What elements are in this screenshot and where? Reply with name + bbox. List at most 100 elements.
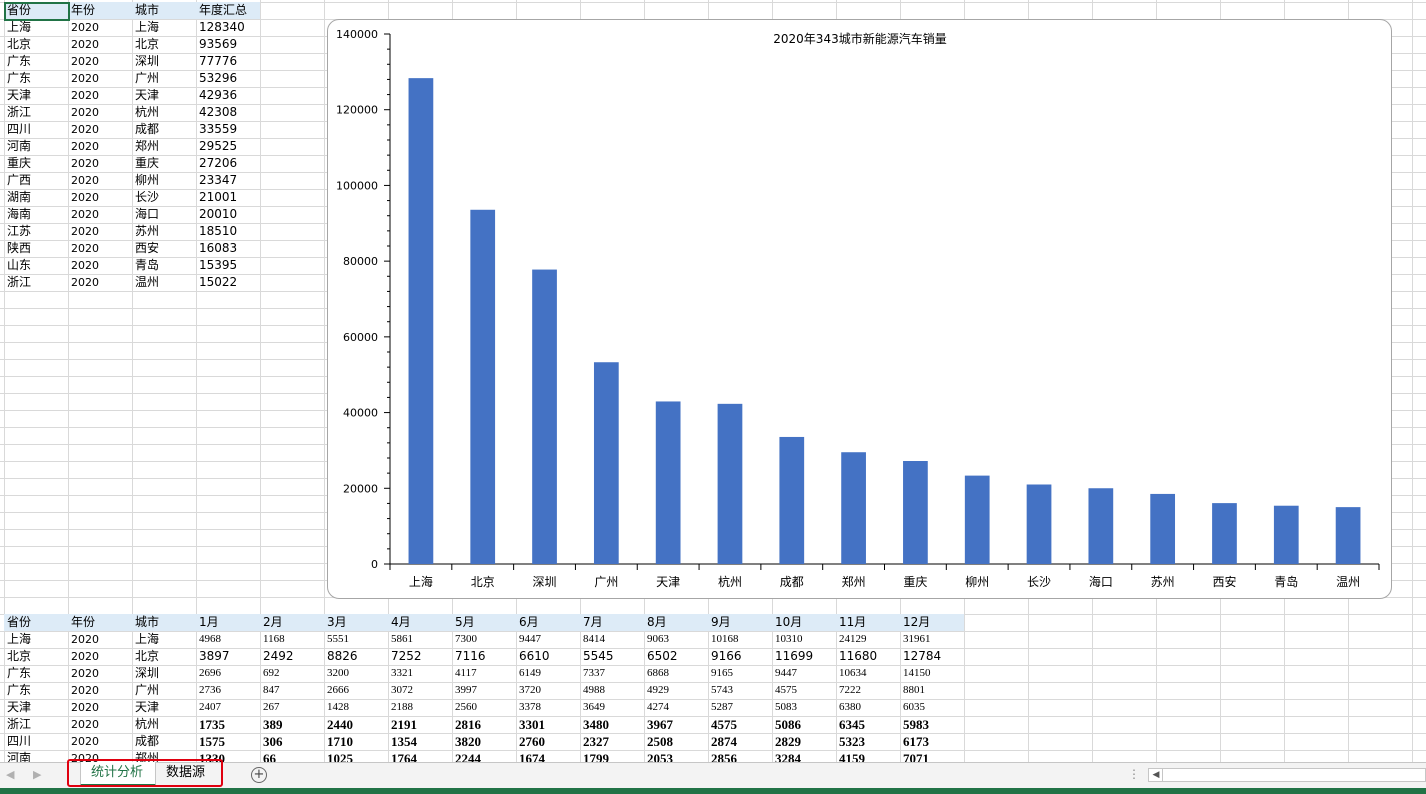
table-cell[interactable]: 北京 (135, 37, 160, 51)
bar-chart[interactable]: 2020年343城市新能源汽车销量 0 20000 40000 60000 80000 1… (327, 19, 1392, 599)
table-cell[interactable]: 天津 (7, 88, 32, 102)
table-cell[interactable]: 2020 (71, 259, 99, 272)
table-cell[interactable]: 3897 (199, 649, 230, 663)
table-cell[interactable]: 广东 (7, 683, 32, 697)
table-cell[interactable]: 柳州 (135, 173, 160, 187)
table-cell[interactable]: 5861 (391, 633, 413, 645)
header-cell[interactable]: 年度汇总 (196, 2, 260, 19)
table-cell[interactable]: 128340 (199, 20, 245, 34)
table-cell[interactable]: 42308 (199, 105, 238, 119)
table-cell[interactable]: 1354 (391, 734, 417, 749)
table-cell[interactable]: 306 (263, 734, 283, 749)
table-cell[interactable]: 成都 (135, 734, 160, 748)
header-cell[interactable]: 5月 (452, 614, 516, 631)
table-cell[interactable]: 12784 (903, 649, 942, 663)
header-cell[interactable]: 7月 (580, 614, 644, 631)
table-cell[interactable]: 2020 (71, 208, 99, 221)
spreadsheet-grid[interactable]: 省份 年份 城市 年度汇总 上海 2020 上海 128340 北京 2020 北京 9356… (0, 0, 1426, 762)
table-cell[interactable]: 2020 (71, 276, 99, 289)
table-cell[interactable]: 2020 (71, 55, 99, 68)
table-cell[interactable]: 成都 (135, 122, 160, 136)
table-cell[interactable]: 杭州 (135, 105, 160, 119)
table-cell[interactable]: 10310 (775, 633, 803, 645)
table-cell[interactable]: 1330 (199, 751, 225, 762)
table-cell[interactable]: 9165 (711, 667, 733, 679)
table-cell[interactable]: 7071 (903, 751, 929, 762)
table-cell[interactable]: 重庆 (135, 156, 160, 170)
tab-data-source[interactable]: 数据源 (166, 765, 206, 780)
table-cell[interactable]: 4929 (647, 684, 669, 696)
table-cell[interactable]: 2407 (199, 701, 221, 713)
table-cell[interactable]: 广西 (7, 173, 32, 187)
table-cell[interactable]: 6502 (647, 649, 678, 663)
table-cell[interactable]: 2020 (71, 242, 99, 255)
table-cell[interactable]: 郑州 (135, 139, 160, 153)
table-cell[interactable]: 15395 (199, 258, 238, 272)
table-cell[interactable]: 2020 (71, 684, 99, 697)
table-cell[interactable]: 广州 (135, 683, 160, 697)
header-cell[interactable]: 4月 (388, 614, 452, 631)
table-cell[interactable]: 3997 (455, 684, 477, 696)
table-cell[interactable]: 2020 (71, 701, 99, 714)
table-cell[interactable]: 2560 (455, 701, 477, 713)
table-cell[interactable]: 9447 (519, 633, 541, 645)
table-cell[interactable]: 2188 (391, 701, 413, 713)
table-cell[interactable]: 北京 (135, 649, 160, 663)
table-cell[interactable]: 6035 (903, 701, 925, 713)
header-cell[interactable]: 8月 (644, 614, 708, 631)
table-cell[interactable]: 14150 (903, 667, 931, 679)
table-cell[interactable]: 广东 (7, 666, 32, 680)
table-cell[interactable]: 4117 (455, 667, 477, 679)
table-cell[interactable]: 3649 (583, 701, 605, 713)
table-cell[interactable]: 浙江 (7, 105, 32, 119)
table-cell[interactable]: 1575 (199, 734, 225, 749)
table-cell[interactable]: 2508 (647, 734, 673, 749)
header-cell[interactable]: 年份 (68, 614, 132, 631)
table-cell[interactable]: 2053 (647, 751, 673, 762)
table-cell[interactable]: 4575 (711, 717, 737, 732)
table-cell[interactable]: 2020 (71, 72, 99, 85)
table-cell[interactable]: 21001 (199, 190, 238, 204)
table-cell[interactable]: 6173 (903, 734, 929, 749)
header-cell[interactable]: 6月 (516, 614, 580, 631)
table-cell[interactable]: 2020 (71, 38, 99, 51)
table-cell[interactable]: 3072 (391, 684, 413, 696)
table-cell[interactable]: 3284 (775, 751, 801, 762)
table-cell[interactable]: 31961 (903, 633, 931, 645)
table-cell[interactable]: 2760 (519, 734, 545, 749)
table-cell[interactable]: 2440 (327, 717, 353, 732)
table-cell[interactable]: 8826 (327, 649, 358, 663)
table-cell[interactable]: 重庆 (7, 156, 32, 170)
table-cell[interactable]: 天津 (7, 700, 32, 714)
table-cell[interactable]: 四川 (7, 734, 32, 748)
table-cell[interactable]: 7300 (455, 633, 477, 645)
table-cell[interactable]: 10634 (839, 667, 867, 679)
table-cell[interactable]: 郑州 (135, 751, 160, 762)
header-cell[interactable]: 城市 (132, 2, 196, 19)
table-cell[interactable]: 5545 (583, 649, 614, 663)
table-cell[interactable]: 5323 (839, 734, 865, 749)
table-cell[interactable]: 9063 (647, 633, 669, 645)
table-cell[interactable]: 温州 (135, 275, 160, 289)
header-cell[interactable]: 11月 (836, 614, 900, 631)
header-cell[interactable]: 9月 (708, 614, 772, 631)
table-cell[interactable]: 2020 (71, 157, 99, 170)
triangle-right-icon[interactable]: ▶ (33, 768, 42, 781)
header-cell[interactable]: 10月 (772, 614, 836, 631)
table-cell[interactable]: 3720 (519, 684, 541, 696)
table-cell[interactable]: 20010 (199, 207, 238, 221)
table-cell[interactable]: 2020 (71, 752, 99, 762)
table-cell[interactable]: 2020 (71, 667, 99, 680)
header-cell[interactable]: 省份 (4, 2, 68, 19)
table-cell[interactable]: 53296 (199, 71, 238, 85)
table-cell[interactable]: 3301 (519, 717, 545, 732)
table-cell[interactable]: 66 (263, 751, 276, 762)
table-cell[interactable]: 42936 (199, 88, 238, 102)
table-cell[interactable]: 6380 (839, 701, 861, 713)
table-cell[interactable]: 11699 (775, 649, 814, 663)
table-cell[interactable]: 1735 (199, 717, 225, 732)
table-cell[interactable]: 江苏 (7, 224, 32, 238)
table-cell[interactable]: 10168 (711, 633, 739, 645)
table-cell[interactable]: 2816 (455, 717, 481, 732)
table-cell[interactable]: 天津 (135, 88, 160, 102)
